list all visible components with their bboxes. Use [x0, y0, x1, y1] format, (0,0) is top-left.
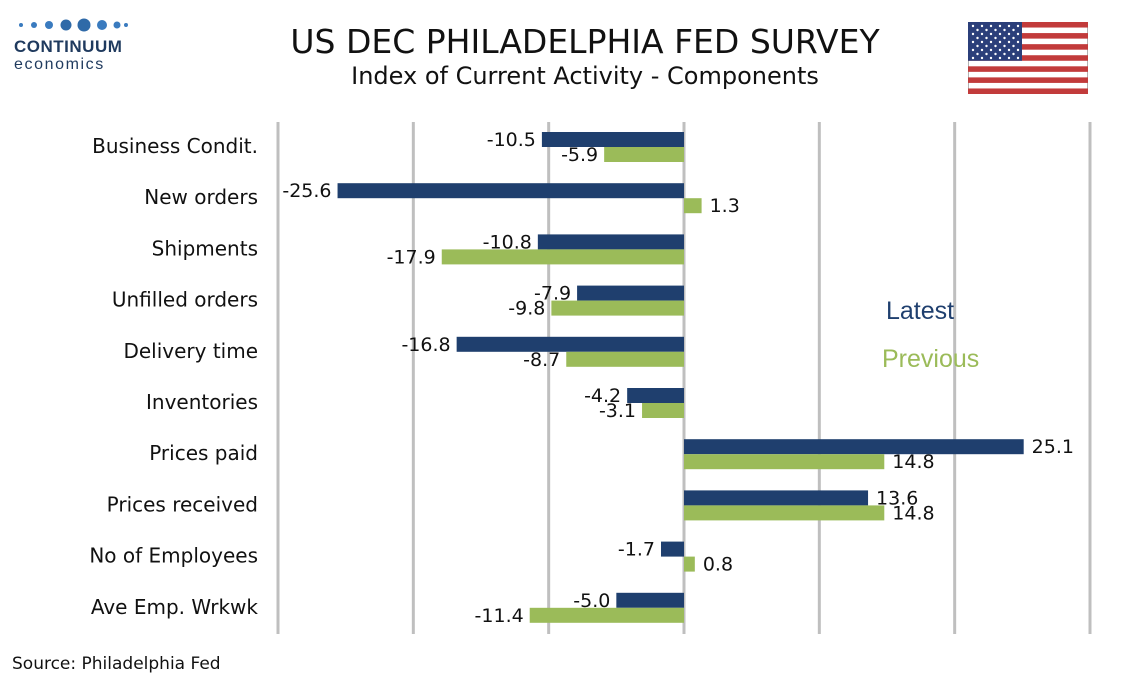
category-label: Unfilled orders [112, 288, 258, 312]
value-label-previous: -17.9 [387, 246, 436, 268]
value-label-previous: 1.3 [710, 195, 740, 217]
value-label-previous: 0.8 [703, 554, 733, 576]
category-label: Delivery time [123, 339, 258, 363]
bar-latest [577, 285, 684, 301]
value-labels: -10.5 -5.9 -25.6 1.3 -10.8 -17.9 -7.9-9.8 -16.8… [282, 129, 1074, 627]
value-label-latest: -5.0 [573, 590, 610, 612]
gridlines [276, 122, 1092, 634]
value-label-latest: -1.7 [618, 539, 655, 561]
category-label: Inventories [146, 390, 258, 414]
category-labels: Business Condit. New orders Shipments Unfil… [89, 134, 258, 619]
value-label-previous: -9.8 [508, 298, 545, 320]
category-label: No of Employees [89, 544, 258, 568]
continuum-logo: CONTINUUM economics [10, 14, 140, 76]
bar-latest [627, 388, 684, 403]
bar-previous [441, 249, 684, 265]
bar-previous [551, 300, 684, 316]
logo-dots-icon [19, 18, 128, 32]
category-label: New orders [144, 185, 258, 209]
bar-previous [604, 147, 684, 162]
bar-latest [456, 336, 684, 352]
category-label: Shipments [152, 236, 258, 260]
us-flag-icon [968, 22, 1088, 94]
value-label-latest: 13.6 [876, 487, 918, 509]
bar-previous [529, 607, 684, 623]
value-label-latest: -10.8 [483, 231, 532, 253]
legend-latest: Latest [886, 297, 954, 325]
bar-previous [684, 198, 702, 214]
bar-previous [684, 505, 885, 521]
source-note: Source: Philadelphia Fed [12, 654, 221, 674]
bars [337, 132, 1024, 623]
bar-latest [660, 541, 684, 557]
value-label-latest: -16.8 [401, 334, 450, 356]
chart-title: US DEC PHILADELPHIA FED SURVEY [290, 22, 880, 61]
value-label-latest: -10.5 [487, 129, 536, 151]
logo-subtitle: economics [14, 56, 105, 73]
category-label: Prices paid [149, 441, 258, 465]
value-label-previous: 14.8 [892, 451, 934, 473]
bar-latest [684, 439, 1024, 455]
bar-previous [684, 454, 885, 470]
value-label-latest: 25.1 [1032, 436, 1074, 458]
value-label-latest: -25.6 [282, 180, 331, 202]
bar-previous [566, 351, 684, 367]
value-label-previous: -11.4 [475, 605, 524, 627]
bar-latest [337, 183, 684, 199]
category-label: Prices received [107, 492, 258, 516]
bar-previous [642, 403, 684, 418]
logo-name: CONTINUUM [14, 37, 123, 56]
value-label-previous: 14.8 [892, 502, 934, 524]
value-label-previous: -3.1 [599, 400, 636, 422]
value-label-previous: -8.7 [523, 349, 560, 371]
legend-previous: Previous [882, 345, 979, 373]
bar-previous [684, 556, 695, 572]
bar-latest [616, 592, 684, 608]
bar-latest [684, 490, 869, 506]
bar-latest [537, 234, 684, 250]
legend: Latest Previous [882, 297, 979, 373]
value-label-latest: -4.2 [584, 385, 621, 407]
value-label-latest: -7.9 [534, 283, 571, 305]
bar-latest [541, 132, 684, 147]
category-label: Business Condit. [92, 134, 258, 158]
value-label-previous: -5.9 [561, 144, 598, 166]
chart-subtitle: Index of Current Activity - Components [351, 62, 819, 90]
category-label: Ave Emp. Wrkwk [91, 595, 259, 619]
